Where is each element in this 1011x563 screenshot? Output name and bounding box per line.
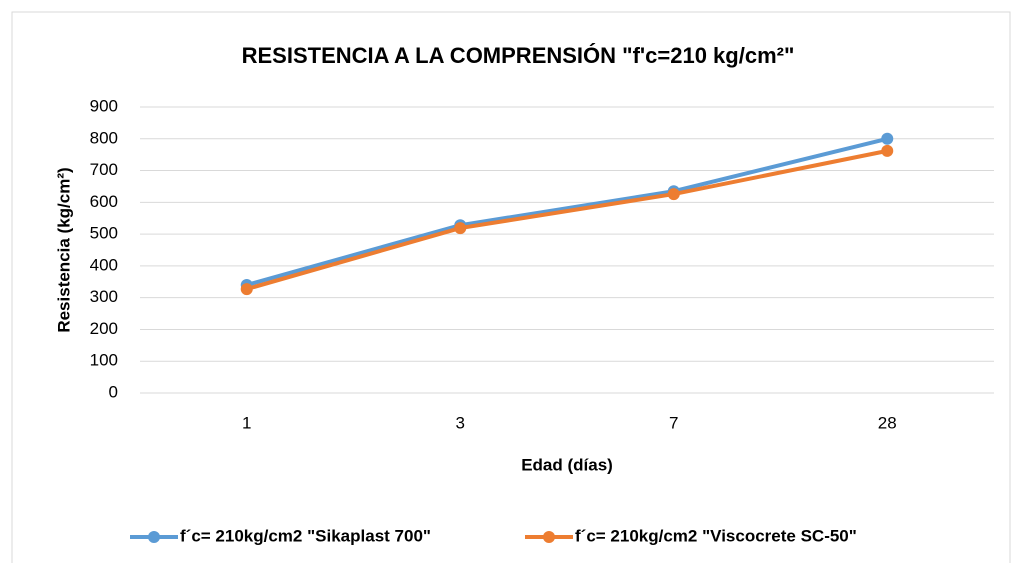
point (881, 144, 894, 157)
y-tick-label: 500 (90, 224, 118, 243)
point (667, 188, 680, 201)
chart-title: RESISTENCIA A LA COMPRENSIÓN "f'c=210 kg… (242, 43, 795, 68)
chart-border (11, 11, 1011, 563)
x-tick-label: 3 (456, 413, 465, 432)
y-tick-label: 0 (109, 382, 118, 401)
x-tick-label: 1 (242, 413, 251, 432)
y-tick-label: 200 (90, 319, 118, 338)
point (881, 132, 894, 145)
y-axis-title: Resistencia (kg/cm²) (54, 167, 73, 332)
legend-label: f´c= 210kg/cm2 "Sikaplast 700" (180, 526, 431, 545)
legend-marker (543, 531, 555, 543)
y-tick-label: 600 (90, 192, 118, 211)
series-line (244, 136, 890, 287)
x-tick-label: 7 (669, 413, 678, 432)
x-axis-title: Edad (días) (521, 455, 613, 474)
y-tick-label: 400 (90, 255, 118, 274)
legend-marker (148, 531, 160, 543)
series-line (244, 148, 890, 292)
y-tick-label: 300 (90, 287, 118, 306)
y-tick-label: 100 (90, 351, 118, 370)
x-tick-label: 28 (878, 413, 897, 432)
point (454, 222, 467, 235)
legend-label: f´c= 210kg/cm2 "Viscocrete SC-50" (575, 526, 857, 545)
point (240, 283, 253, 296)
y-tick-label: 900 (90, 96, 118, 115)
y-tick-label: 800 (90, 128, 118, 147)
y-tick-label: 700 (90, 160, 118, 179)
